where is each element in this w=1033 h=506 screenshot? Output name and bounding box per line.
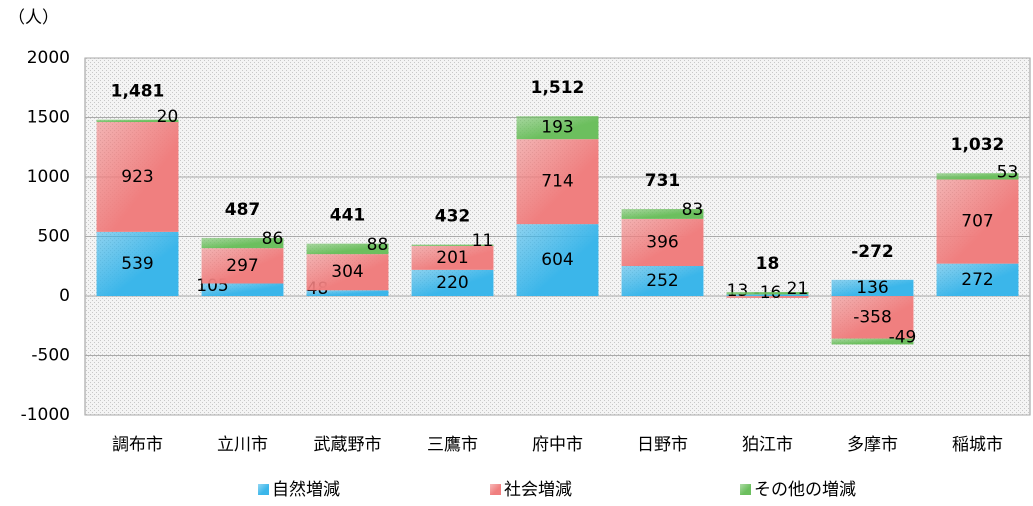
- total-label: -272: [851, 242, 894, 262]
- data-label: 201: [436, 248, 468, 268]
- x-tick-label: 稲城市: [952, 435, 1003, 455]
- data-label: 86: [262, 229, 284, 249]
- bar-segment: [831, 296, 914, 339]
- data-label: -49: [889, 328, 917, 348]
- total-label: 432: [435, 207, 471, 227]
- data-label: 396: [646, 232, 678, 252]
- data-label: 604: [541, 250, 573, 270]
- bar-segment: [411, 245, 494, 270]
- bar-segment: [516, 224, 599, 296]
- y-tick-label: 2000: [27, 48, 70, 68]
- data-label: -358: [853, 307, 892, 327]
- bar-segment: [621, 209, 704, 219]
- bar-segment: [306, 254, 389, 291]
- x-tick-label: 日野市: [637, 435, 688, 455]
- legend-label: 自然増減: [272, 480, 340, 500]
- bar-segment: [621, 218, 704, 267]
- bar-segment: [201, 283, 284, 296]
- total-label: 1,512: [531, 78, 585, 98]
- data-label: 53: [997, 162, 1019, 182]
- x-tick-label: 調布市: [112, 435, 163, 455]
- x-tick-label: 三鷹市: [427, 434, 478, 455]
- bar-segment: [831, 338, 914, 345]
- y-tick-label: 500: [38, 227, 70, 247]
- legend-swatch: [740, 484, 751, 495]
- y-tick-label: -1000: [21, 405, 70, 425]
- x-tick-label: 府中市: [532, 435, 583, 455]
- legend-swatch: [490, 484, 501, 495]
- x-tick-label: 武蔵野市: [314, 435, 382, 455]
- data-label: 714: [541, 172, 573, 192]
- bar-segment: [96, 231, 179, 296]
- x-tick-label: 狛江市: [742, 435, 793, 455]
- bar-segment: [306, 290, 389, 296]
- data-label: 304: [331, 262, 363, 282]
- bar-segment: [726, 291, 809, 295]
- y-tick-label: 1500: [27, 108, 70, 128]
- bar-segment: [516, 139, 599, 225]
- y-tick-label: 0: [59, 286, 70, 306]
- data-label: 193: [541, 118, 573, 138]
- y-tick-label: -500: [31, 346, 70, 366]
- data-label: 20: [157, 107, 179, 127]
- y-unit-label: （人）: [8, 8, 59, 28]
- data-label: 539: [121, 254, 153, 274]
- total-label: 1,032: [951, 135, 1005, 155]
- legend-label: その他の増減: [754, 480, 856, 500]
- data-label: 136: [856, 278, 888, 298]
- bar-segment: [936, 179, 1019, 264]
- bar-segment: [411, 269, 494, 296]
- legend-label: 社会増減: [504, 480, 572, 500]
- data-label: 11: [472, 231, 494, 251]
- bar-segment: [936, 173, 1019, 180]
- total-label: 18: [756, 254, 780, 274]
- bar-segment: [306, 243, 389, 255]
- total-label: 441: [330, 206, 366, 226]
- bar-segment: [831, 279, 914, 296]
- total-label: 1,481: [111, 82, 165, 102]
- x-tick-label: 多摩市: [847, 435, 898, 455]
- data-label: 707: [961, 212, 993, 232]
- bar-segment: [96, 119, 179, 123]
- bar-segment: [936, 263, 1019, 296]
- data-label: 297: [226, 256, 258, 276]
- data-label: 220: [436, 273, 468, 293]
- data-label: 272: [961, 270, 993, 290]
- data-label: 21: [787, 279, 809, 299]
- x-tick-label: 立川市: [217, 435, 268, 455]
- bar-segment: [201, 248, 284, 284]
- bar-segment: [516, 116, 599, 140]
- data-label: 923: [121, 167, 153, 187]
- data-label: 13: [727, 281, 749, 301]
- bar-segment: [96, 122, 179, 232]
- total-label: 731: [645, 171, 681, 191]
- total-label: 487: [225, 200, 261, 220]
- data-label: 252: [646, 271, 678, 291]
- bar-segment: [201, 237, 284, 249]
- bar-segment: [621, 266, 704, 296]
- bar-segment: [726, 294, 809, 296]
- legend-swatch: [258, 484, 269, 495]
- y-tick-label: 1000: [27, 167, 70, 187]
- bar-segment: [411, 244, 494, 246]
- data-label: 88: [367, 235, 389, 255]
- bar-segment: [726, 296, 809, 298]
- data-label: 83: [682, 200, 704, 220]
